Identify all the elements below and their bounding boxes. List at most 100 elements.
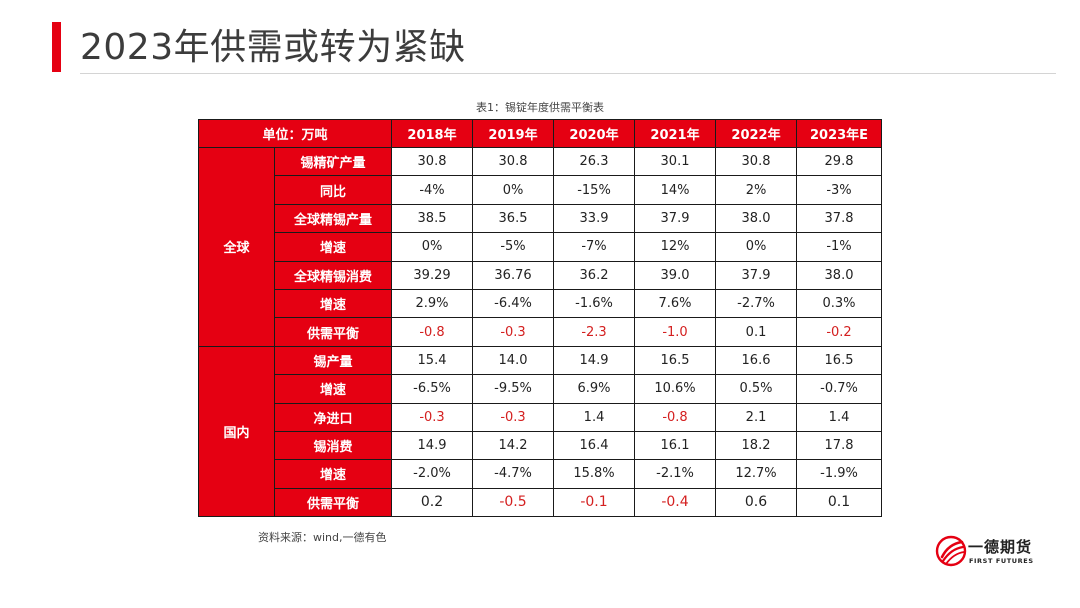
value-cell: -0.8 <box>391 317 474 347</box>
table-row: 增速 0% -5% -7% 12% 0% -1% <box>199 232 883 262</box>
value-cell: -1% <box>796 232 883 262</box>
value-cell: 0.2 <box>391 487 474 518</box>
value-cell: -4.7% <box>472 459 555 489</box>
table-row: 供需平衡 0.2 -0.5 -0.1 -0.4 0.6 0.1 <box>199 487 883 518</box>
value-cell: 37.9 <box>715 260 798 290</box>
value-cell: 39.0 <box>634 260 717 290</box>
value-cell: 33.9 <box>553 203 636 234</box>
table-row: 国内 锡产量 15.4 14.0 14.9 16.5 16.6 16.5 <box>198 345 883 518</box>
value-cell: 0.1 <box>715 317 798 347</box>
metric-label-cell: 增速 <box>273 288 393 319</box>
table-row: 全球精锡消费 39.29 36.76 36.2 39.0 37.9 38.0 <box>199 260 883 290</box>
value-cell: 17.8 <box>796 430 883 461</box>
metric-label-cell: 锡精矿产量 <box>273 146 393 177</box>
table-row: 净进口 -0.3 -0.3 1.4 -0.8 2.1 1.4 <box>199 402 883 432</box>
value-cell: 14% <box>634 175 717 205</box>
value-cell: 30.8 <box>391 146 474 177</box>
year-header: 2019年 <box>472 119 555 148</box>
value-cell: 2.1 <box>715 402 798 432</box>
logo-english-name: FIRST FUTURES <box>969 557 1034 565</box>
metric-label-cell: 全球精锡产量 <box>273 203 393 234</box>
value-cell: 16.4 <box>553 430 636 461</box>
value-cell: 2.9% <box>391 288 474 319</box>
first-futures-logo-icon <box>935 535 967 567</box>
table-row: 全球 锡精矿产量 30.8 30.8 26.3 30.1 30.8 29.8 <box>198 146 883 347</box>
year-header: 2023年E <box>796 119 883 148</box>
value-cell: 0% <box>715 232 798 262</box>
value-cell: -6.5% <box>391 374 474 404</box>
value-cell: 14.0 <box>472 345 555 376</box>
value-cell: -2.7% <box>715 288 798 319</box>
table-row: 增速 -6.5% -9.5% 6.9% 10.6% 0.5% -0.7% <box>199 374 883 404</box>
value-cell: -1.6% <box>553 288 636 319</box>
value-cell: -0.3 <box>472 317 555 347</box>
value-cell: -6.4% <box>472 288 555 319</box>
value-cell: -0.1 <box>553 487 636 518</box>
metric-label-cell: 锡产量 <box>273 345 393 376</box>
value-cell: 12% <box>634 232 717 262</box>
value-cell: -0.7% <box>796 374 883 404</box>
value-cell: 15.8% <box>553 459 636 489</box>
value-cell: -0.3 <box>391 402 474 432</box>
value-cell: 30.1 <box>634 146 717 177</box>
metric-label-cell: 供需平衡 <box>273 487 393 518</box>
value-cell: 10.6% <box>634 374 717 404</box>
title-accent-bar <box>52 22 61 72</box>
value-cell: -7% <box>553 232 636 262</box>
value-cell: 39.29 <box>391 260 474 290</box>
value-cell: 6.9% <box>553 374 636 404</box>
value-cell: 2% <box>715 175 798 205</box>
value-cell: 0% <box>472 175 555 205</box>
value-cell: 18.2 <box>715 430 798 461</box>
value-cell: 38.0 <box>796 260 883 290</box>
table-row: 增速 -2.0% -4.7% 15.8% -2.1% 12.7% -1.9% <box>199 459 883 489</box>
year-header: 2020年 <box>553 119 636 148</box>
value-cell: 36.2 <box>553 260 636 290</box>
metric-label-cell: 净进口 <box>273 402 393 432</box>
value-cell: 1.4 <box>796 402 883 432</box>
year-header: 2022年 <box>715 119 798 148</box>
metric-label-cell: 全球精锡消费 <box>273 260 393 290</box>
value-cell: 36.5 <box>472 203 555 234</box>
table-header-row: 单位：万吨 2018年 2019年 2020年 2021年 2022年 2023… <box>197 119 883 148</box>
value-cell: 38.0 <box>715 203 798 234</box>
value-cell: -3% <box>796 175 883 205</box>
table-caption: 表1：锡锭年度供需平衡表 <box>476 101 604 114</box>
value-cell: 1.4 <box>553 402 636 432</box>
value-cell: 12.7% <box>715 459 798 489</box>
value-cell: 37.8 <box>796 203 883 234</box>
table-row: 供需平衡 -0.8 -0.3 -2.3 -1.0 0.1 -0.2 <box>199 317 883 347</box>
value-cell: -2.1% <box>634 459 717 489</box>
value-cell: 0.3% <box>796 288 883 319</box>
metric-label-cell: 增速 <box>273 459 393 489</box>
value-cell: 0.6 <box>715 487 798 518</box>
value-cell: -2.3 <box>553 317 636 347</box>
supply-demand-table: 单位：万吨 2018年 2019年 2020年 2021年 2022年 2023… <box>197 119 883 518</box>
unit-header: 单位：万吨 <box>197 119 393 148</box>
metric-label-cell: 增速 <box>273 232 393 262</box>
value-cell: -1.0 <box>634 317 717 347</box>
metric-label-cell: 同比 <box>273 175 393 205</box>
value-cell: 30.8 <box>715 146 798 177</box>
value-cell: 29.8 <box>796 146 883 177</box>
region-cell: 国内 <box>198 345 275 518</box>
value-cell: -9.5% <box>472 374 555 404</box>
region-cell: 全球 <box>198 147 275 347</box>
title-divider <box>80 73 1056 74</box>
logo-name: 一德期货 <box>968 538 1033 556</box>
value-cell: 0.5% <box>715 374 798 404</box>
company-logo: 一德期货 FIRST FUTURES <box>935 535 1035 571</box>
value-cell: 14.9 <box>391 430 474 461</box>
value-cell: -5% <box>472 232 555 262</box>
metric-label-cell: 锡消费 <box>273 430 393 461</box>
value-cell: -0.8 <box>634 402 717 432</box>
value-cell: 14.9 <box>553 345 636 376</box>
value-cell: 36.76 <box>472 260 555 290</box>
table-row: 锡消费 14.9 14.2 16.4 16.1 18.2 17.8 <box>199 430 883 461</box>
value-cell: -0.2 <box>796 317 883 347</box>
value-cell: 14.2 <box>472 430 555 461</box>
value-cell: 37.9 <box>634 203 717 234</box>
value-cell: 0.1 <box>796 487 883 518</box>
value-cell: 26.3 <box>553 146 636 177</box>
metric-label-cell: 增速 <box>273 374 393 404</box>
